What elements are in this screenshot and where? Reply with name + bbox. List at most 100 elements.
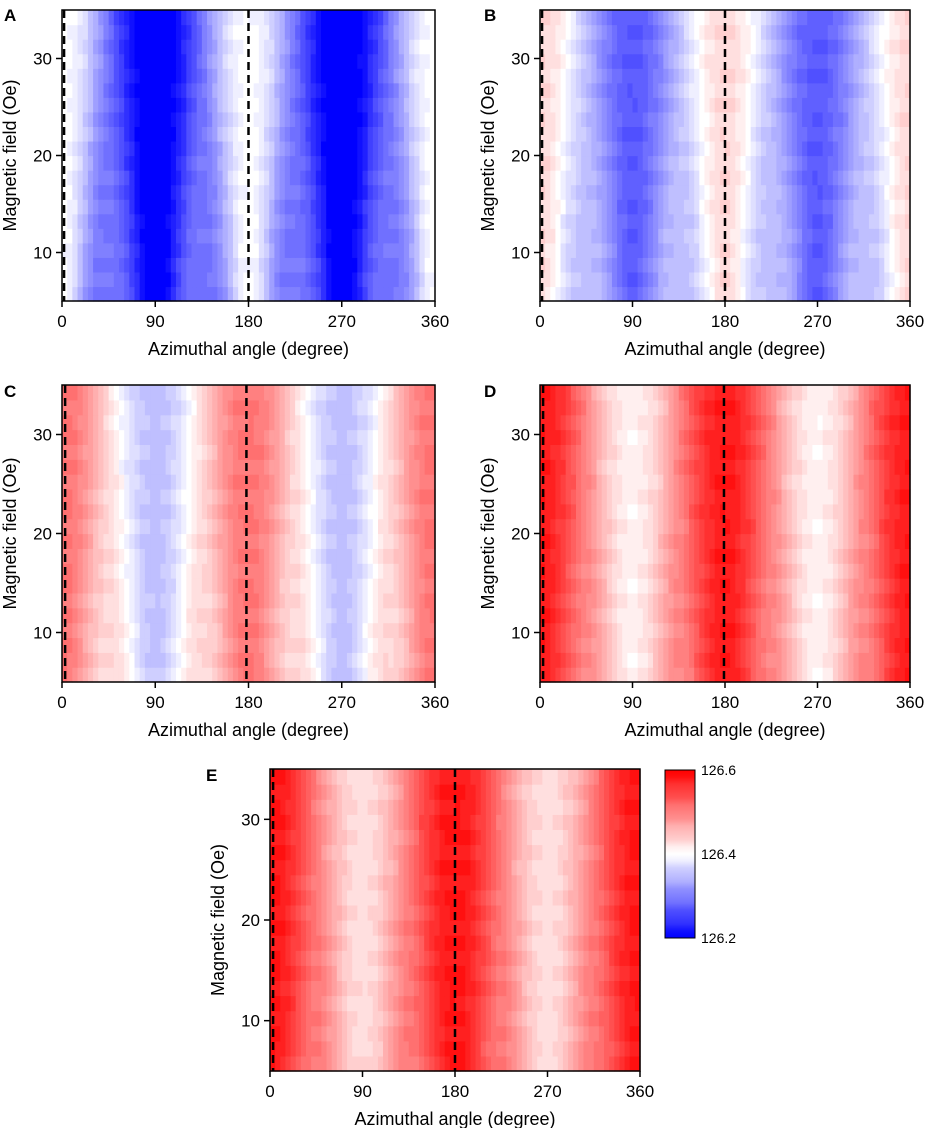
heatmap-cell (658, 578, 664, 594)
heatmap-cell (170, 228, 177, 244)
heatmap-cell (658, 622, 664, 639)
heatmap-cell (545, 578, 551, 594)
heatmap-cell (103, 607, 110, 624)
heatmap-cell (575, 184, 582, 200)
heatmap-cell (274, 667, 281, 683)
heatmap-cell (367, 488, 374, 505)
heatmap-cell (786, 68, 793, 84)
heatmap-cell (108, 414, 115, 431)
heatmap-cell (714, 68, 721, 84)
heatmap-cell (336, 488, 343, 505)
heatmap-cell (884, 578, 891, 594)
heatmap-cell (591, 622, 598, 639)
heatmap-cell (181, 53, 187, 69)
heatmap-cell (822, 652, 829, 668)
heatmap-cell (181, 474, 187, 490)
heatmap-cell (352, 257, 358, 273)
heatmap-cell (372, 111, 379, 127)
heatmap-cell (627, 652, 634, 668)
heatmap-cell (858, 242, 865, 258)
heatmap-cell (222, 385, 229, 401)
heatmap-cell (704, 667, 711, 683)
heatmap-cell (429, 140, 436, 157)
heatmap-cell (274, 548, 281, 564)
heatmap-cell (274, 10, 281, 26)
heatmap-cell (606, 24, 613, 40)
heatmap-cell (388, 414, 395, 431)
heatmap-cell (663, 637, 670, 653)
heatmap-cell (894, 199, 901, 215)
heatmap-cell (248, 271, 255, 288)
heatmap-cell (414, 474, 421, 490)
heatmap-cell (591, 184, 598, 200)
heatmap-cell (279, 213, 286, 229)
heatmap-cell (899, 228, 906, 244)
heatmap-cell (118, 184, 125, 200)
heatmap-cell (632, 548, 639, 564)
heatmap-cell (82, 199, 89, 215)
heatmap-cell (678, 228, 685, 244)
heatmap-cell (388, 533, 395, 549)
heatmap-cell (409, 53, 415, 69)
heatmap-cell (305, 24, 312, 40)
heatmap-cell (160, 399, 167, 416)
heatmap-cell (853, 24, 860, 40)
heatmap-cell (289, 111, 296, 127)
heatmap-cell (87, 10, 94, 26)
heatmap-cell (274, 622, 281, 639)
panel-label: C (4, 382, 16, 401)
heatmap-cell (596, 637, 603, 653)
heatmap-cell (596, 97, 603, 113)
heatmap-cell (321, 213, 327, 229)
heatmap-cell (388, 652, 395, 668)
heatmap-cell (791, 170, 798, 186)
heatmap-cell (279, 140, 286, 157)
heatmap-cell (134, 563, 141, 579)
heatmap-cell (694, 24, 700, 40)
heatmap-cell (637, 24, 644, 40)
heatmap-cell (647, 199, 654, 215)
heatmap-cell (822, 242, 829, 258)
heatmap-cell (160, 592, 167, 609)
heatmap-cell (812, 97, 819, 113)
heatmap-cell (409, 385, 415, 401)
heatmap-cell (663, 170, 670, 186)
heatmap-cell (331, 578, 338, 594)
heatmap-cell (627, 111, 634, 127)
heatmap-cell (175, 592, 182, 609)
heatmap-cell (124, 622, 130, 639)
heatmap-cell (817, 652, 824, 668)
heatmap-cell (663, 199, 670, 215)
heatmap-cell (414, 257, 421, 273)
heatmap-cell (284, 140, 291, 157)
heatmap-cell (201, 414, 208, 431)
heatmap-cell (378, 184, 384, 200)
heatmap-cell (331, 126, 338, 142)
heatmap-cell (843, 170, 849, 186)
heatmap-cell (87, 82, 94, 98)
heatmap-cell (321, 622, 327, 639)
heatmap-cell (62, 399, 68, 416)
heatmap-cell (786, 667, 793, 683)
heatmap-cell (232, 399, 239, 416)
heatmap-cell (87, 667, 94, 683)
heatmap-cell (812, 637, 819, 653)
heatmap-cell (766, 97, 772, 113)
heatmap-cell (879, 126, 885, 142)
heatmap-cell (108, 82, 115, 98)
heatmap-cell (82, 385, 89, 401)
heatmap-cell (755, 271, 762, 288)
heatmap-cell (704, 607, 711, 624)
heatmap-cell (591, 637, 598, 653)
heatmap-cell (258, 444, 265, 460)
heatmap-cell (331, 82, 338, 98)
heatmap-cell (175, 414, 182, 431)
heatmap-cell (786, 140, 793, 157)
heatmap-cell (175, 140, 182, 157)
heatmap-cell (673, 592, 680, 609)
heatmap-cell (853, 155, 860, 171)
heatmap-cell (668, 286, 675, 302)
heatmap-cell (103, 242, 110, 258)
heatmap-cell (419, 652, 426, 668)
heatmap-cell (858, 637, 865, 653)
